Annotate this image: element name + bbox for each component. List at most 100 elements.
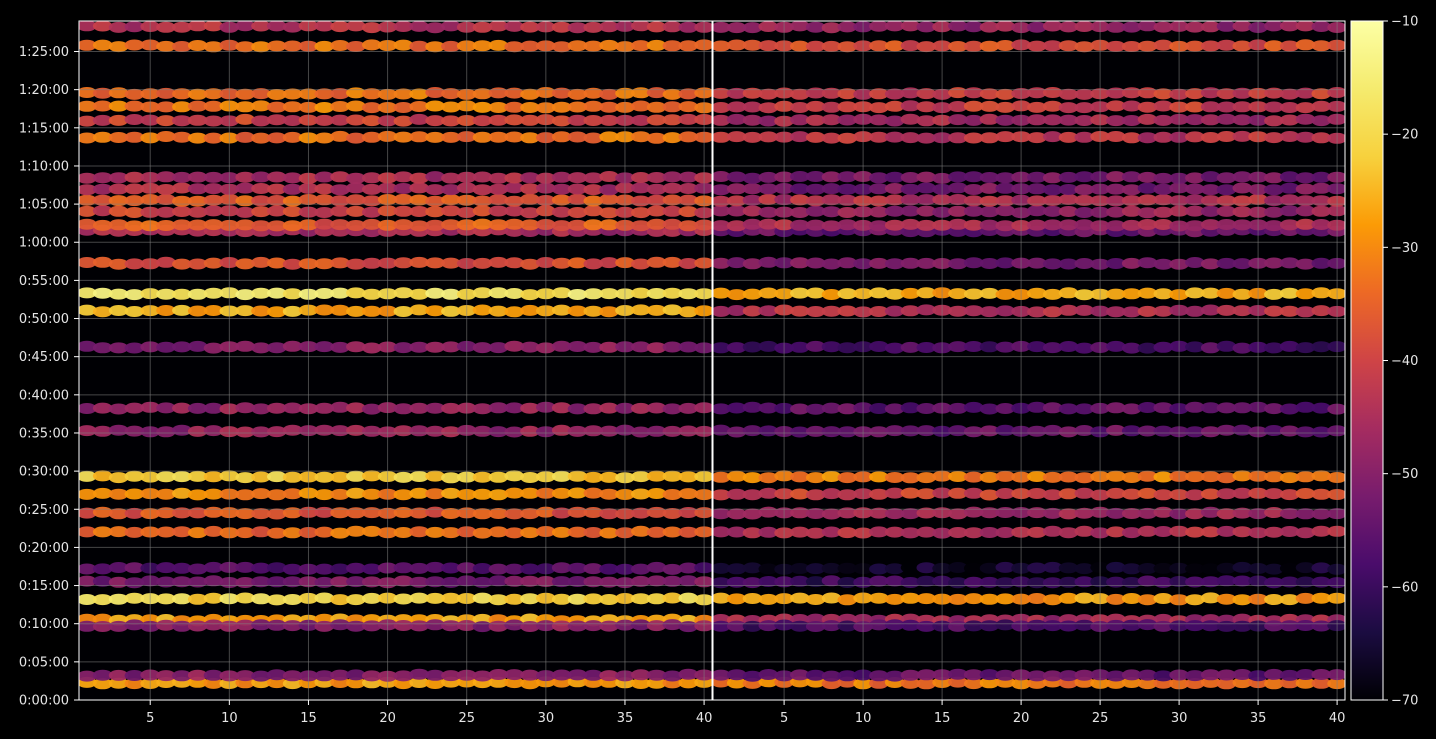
heat-cell — [631, 258, 651, 270]
heat-cell — [790, 114, 810, 126]
y-tick-label: 0:30:00 — [19, 465, 69, 480]
heat-cell — [314, 102, 335, 113]
heat-cell — [409, 487, 430, 499]
heat-cell — [1137, 257, 1158, 269]
heat-cell — [948, 676, 968, 688]
right-panel — [713, 21, 1345, 700]
heat-cell — [1279, 287, 1300, 299]
heat-cell — [821, 592, 842, 604]
heat-cell — [1295, 669, 1316, 680]
heat-cell — [156, 288, 176, 300]
heat-cell — [314, 288, 335, 299]
heat-cell — [156, 220, 176, 231]
heat-cell — [821, 562, 842, 574]
heat-cell — [362, 507, 382, 519]
heat-cell — [79, 594, 97, 605]
heat-cell — [267, 205, 287, 217]
heat-cell — [567, 403, 588, 415]
heat-cell — [758, 21, 779, 32]
heat-cell — [172, 206, 192, 217]
heat-cell — [1137, 305, 1158, 317]
heat-cell — [1027, 507, 1047, 519]
heat-cell — [282, 40, 303, 52]
heat-cell — [187, 340, 208, 352]
x-tick-label: 35 — [1250, 711, 1267, 726]
heat-cell — [330, 304, 350, 316]
heat-cell — [821, 40, 842, 52]
heat-cell — [346, 507, 366, 519]
heat-cell — [1264, 40, 1284, 52]
heat-cell — [1279, 205, 1300, 217]
heat-cell — [504, 306, 524, 318]
heat-cell — [1058, 40, 1079, 52]
heat-cell — [551, 507, 572, 519]
heat-cell — [203, 342, 224, 354]
heat-cell — [92, 194, 113, 206]
heat-cell — [393, 403, 414, 415]
heat-cell — [1279, 576, 1300, 588]
heat-cell — [330, 171, 350, 183]
heat-cell — [1327, 563, 1345, 575]
heat-cell — [1074, 102, 1095, 114]
heat-cell — [742, 401, 763, 413]
heat-cell — [92, 256, 113, 268]
heat-cell — [1106, 87, 1126, 99]
heat-cell — [948, 101, 968, 112]
axes-frame — [78, 20, 713, 701]
heat-cell — [599, 594, 619, 605]
heat-cell — [726, 342, 747, 354]
heat-cell — [599, 131, 619, 143]
heat-cell — [916, 171, 937, 183]
heat-cell — [314, 402, 335, 414]
heat-cell — [758, 102, 779, 114]
heat-cell — [1185, 401, 1205, 413]
heat-cell — [409, 592, 430, 604]
heat-cell — [646, 425, 667, 437]
heat-cell — [948, 258, 968, 270]
heat-cell — [1327, 669, 1345, 681]
heat-cell — [821, 183, 842, 195]
heat-cell — [979, 425, 1000, 437]
heat-cell — [1216, 669, 1237, 681]
heat-cell — [520, 132, 540, 144]
heat-cell — [979, 258, 1000, 269]
heat-cell — [583, 115, 604, 126]
heat-cell — [1311, 305, 1332, 317]
heat-cell — [251, 220, 271, 232]
heat-cell — [900, 205, 921, 217]
heat-cell — [1027, 171, 1047, 183]
heat-cell — [267, 40, 287, 52]
heat-cell — [314, 218, 335, 230]
heat-cell — [282, 288, 303, 300]
heat-cell — [1042, 219, 1063, 231]
heat-cell — [884, 219, 905, 231]
heat-cell — [235, 489, 255, 501]
heat-cell — [1279, 669, 1300, 681]
heat-cell — [567, 114, 588, 126]
x-tick-label: 5 — [780, 711, 788, 726]
heat-cell — [1200, 132, 1221, 143]
heat-cell — [567, 526, 588, 538]
heat-cell — [172, 219, 192, 231]
heat-cell — [1232, 101, 1253, 113]
heat-cell — [713, 131, 731, 143]
heat-cell — [900, 527, 921, 539]
heat-cell — [1027, 101, 1047, 113]
heat-cell — [520, 193, 540, 205]
heat-cell — [1185, 287, 1205, 299]
heat-cell — [1153, 471, 1174, 483]
heat-cell — [1295, 113, 1316, 125]
heat-cell — [1106, 402, 1126, 414]
heat-cell — [884, 40, 905, 52]
heat-cell — [805, 131, 826, 143]
heat-cell — [92, 425, 113, 437]
heat-cell — [1295, 172, 1316, 184]
heat-cell — [900, 305, 921, 317]
heat-cell — [662, 575, 683, 587]
heat-cell — [187, 669, 208, 681]
heat-cell — [441, 472, 461, 484]
heat-cell — [916, 526, 937, 538]
heat-cell — [488, 205, 509, 217]
heat-cell — [251, 670, 271, 682]
heat-cell — [362, 488, 382, 500]
